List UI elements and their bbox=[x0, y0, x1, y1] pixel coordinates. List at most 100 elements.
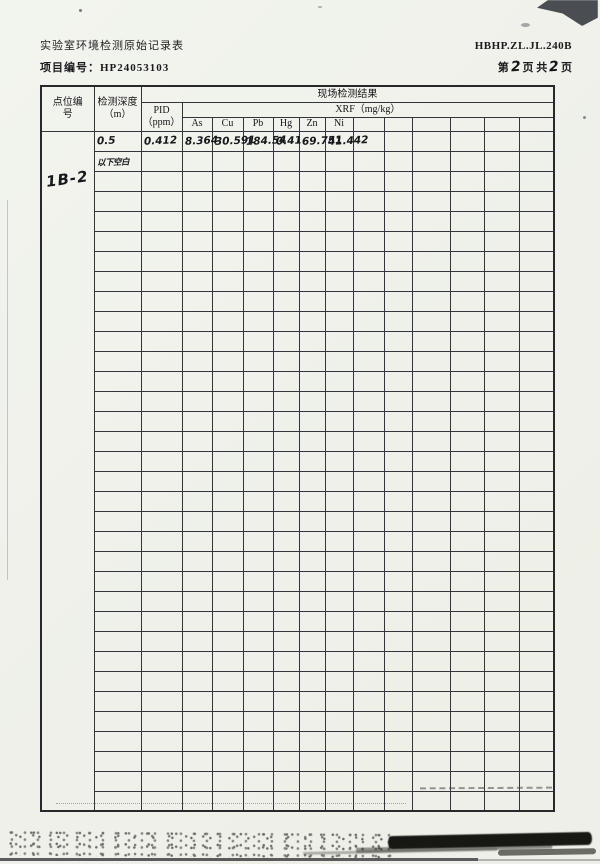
depth-cell bbox=[93, 750, 142, 772]
xrf-value-cell bbox=[324, 150, 354, 172]
xrf-value-cell bbox=[272, 170, 300, 192]
table-row bbox=[41, 590, 555, 612]
xrf-value-cell bbox=[211, 250, 244, 272]
pid-label-line2: （ppm） bbox=[142, 116, 181, 128]
xrf-value-cell bbox=[324, 750, 354, 772]
xrf-value-cell bbox=[383, 770, 413, 792]
xrf-value-cell bbox=[298, 630, 326, 652]
xrf-value-cell bbox=[181, 470, 213, 492]
scan-vertical-streak bbox=[7, 200, 8, 580]
xrf-value-cell bbox=[324, 690, 354, 712]
xrf-value-cell bbox=[449, 750, 485, 772]
xrf-value-cell bbox=[272, 790, 300, 812]
xrf-value-cell bbox=[211, 170, 244, 192]
pid-cell-handwritten: 0.412 bbox=[143, 134, 177, 148]
xrf-value-cell bbox=[181, 690, 213, 712]
xrf-value-cell bbox=[383, 550, 413, 572]
xrf-value-cell bbox=[298, 310, 326, 332]
xrf-value-cell bbox=[242, 750, 274, 772]
xrf-value-cell bbox=[383, 470, 413, 492]
xrf-value-cell bbox=[242, 270, 274, 292]
xrf-value-cell bbox=[411, 430, 451, 452]
depth-cell bbox=[93, 490, 142, 512]
xrf-value-cell bbox=[272, 290, 300, 312]
xrf-value-cell bbox=[272, 690, 300, 712]
xrf-value-cell bbox=[298, 350, 326, 372]
xrf-value-cell bbox=[352, 370, 385, 392]
xrf-value-cell bbox=[449, 150, 485, 172]
xrf-value-cell bbox=[449, 590, 485, 612]
xrf-value-cell bbox=[242, 530, 274, 552]
xrf-value-cell bbox=[483, 130, 520, 152]
xrf-value-cell: 8.364 bbox=[181, 130, 218, 152]
header-element-ni: Ni bbox=[324, 116, 354, 132]
xrf-value-cell bbox=[298, 490, 326, 512]
xrf-value-cell bbox=[181, 530, 213, 552]
xrf-value-cell bbox=[383, 590, 413, 612]
xrf-value-cell bbox=[242, 390, 274, 412]
xrf-value-cell bbox=[324, 330, 354, 352]
xrf-value-cell bbox=[298, 710, 326, 732]
table-row bbox=[41, 170, 555, 192]
xrf-value-cell bbox=[181, 430, 213, 452]
table-row bbox=[41, 510, 555, 532]
xrf-value-cell bbox=[272, 550, 300, 572]
xrf-value-cell bbox=[449, 130, 485, 152]
xrf-value-cell bbox=[411, 610, 451, 632]
xrf-value-cell bbox=[383, 670, 413, 692]
header-elements-row: As Cu Pb Hg Zn Ni bbox=[41, 116, 555, 132]
xrf-value-cell bbox=[298, 650, 326, 672]
xrf-value-cell bbox=[298, 470, 326, 492]
xrf-value-cell bbox=[411, 490, 451, 512]
xrf-value-cell bbox=[272, 370, 300, 392]
page-suffix: 页 bbox=[561, 62, 572, 74]
xrf-value-cell bbox=[211, 610, 244, 632]
depth-cell bbox=[93, 570, 142, 592]
pid-cell bbox=[140, 610, 183, 632]
xrf-value-cell bbox=[298, 790, 326, 812]
xrf-value-cell bbox=[272, 410, 300, 432]
depth-cell bbox=[93, 450, 142, 472]
xrf-value-cell bbox=[298, 430, 326, 452]
xrf-value-cell bbox=[272, 670, 300, 692]
xrf-value-cell bbox=[483, 590, 520, 612]
xrf-value-cell bbox=[352, 410, 385, 432]
xrf-value-cell bbox=[483, 310, 520, 332]
xrf-value-cell bbox=[483, 690, 520, 712]
table-row bbox=[41, 390, 555, 412]
xrf-value-cell bbox=[298, 290, 326, 312]
depth-cell bbox=[93, 230, 142, 252]
xrf-value-cell bbox=[211, 730, 244, 752]
xrf-value-cell bbox=[411, 550, 451, 572]
xrf-value-cell bbox=[242, 670, 274, 692]
xrf-value-cell bbox=[411, 750, 451, 772]
scan-dot bbox=[583, 116, 586, 119]
xrf-value-cell bbox=[181, 630, 213, 652]
xrf-value-cell bbox=[298, 530, 326, 552]
xrf-value-cell bbox=[483, 730, 520, 752]
xrf-value-cell bbox=[518, 570, 555, 592]
xrf-value-cell bbox=[242, 430, 274, 452]
xrf-value-cell bbox=[383, 490, 413, 512]
xrf-value-cell bbox=[298, 270, 326, 292]
xrf-value-cell bbox=[298, 750, 326, 772]
xrf-value-cell bbox=[411, 790, 451, 812]
depth-cell-handwritten: 以下空白 bbox=[96, 157, 129, 169]
xrf-value-cell bbox=[449, 250, 485, 272]
xrf-value-cell bbox=[181, 490, 213, 512]
header-row-2: 项目编号：HP24053103 第2页 共2页 bbox=[40, 59, 572, 76]
xrf-value-cell bbox=[272, 770, 300, 792]
xrf-value-cell bbox=[298, 190, 326, 212]
xrf-value-cell bbox=[483, 330, 520, 352]
xrf-value-cell bbox=[272, 210, 300, 232]
xrf-value-cell bbox=[272, 430, 300, 452]
xrf-value-cell bbox=[352, 790, 385, 812]
xrf-value-cell bbox=[483, 430, 520, 452]
xrf-value-cell bbox=[272, 390, 300, 412]
depth-cell bbox=[93, 410, 142, 432]
xrf-value-cell bbox=[449, 670, 485, 692]
xrf-value-cell bbox=[211, 710, 244, 732]
xrf-value-cell bbox=[352, 430, 385, 452]
xrf-value-cell bbox=[324, 670, 354, 692]
xrf-value-cell bbox=[383, 310, 413, 332]
